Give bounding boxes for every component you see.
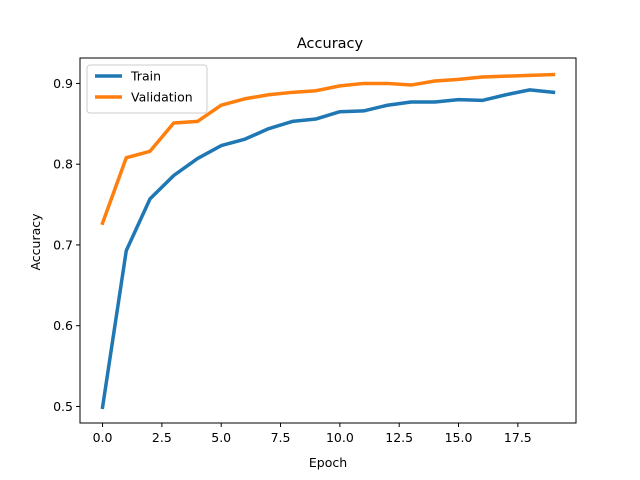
y-tick-label: 0.6: [53, 318, 73, 333]
x-tick-label: 7.5: [271, 430, 291, 445]
chart-title: Accuracy: [297, 36, 364, 52]
legend-label-train: Train: [130, 69, 161, 84]
y-tick-label: 0.9: [53, 76, 73, 91]
legend: Train Validation: [86, 64, 208, 114]
x-tick-label: 15.0: [445, 430, 473, 445]
x-tick-label: 17.5: [504, 430, 532, 445]
legend-label-validation: Validation: [131, 90, 193, 105]
y-tick-label: 0.8: [53, 157, 73, 172]
x-axis-ticks: 0.0 2.5 5.0 7.5 10.0 12.5 15.0 17.5: [93, 423, 532, 445]
y-tick-label: 0.5: [53, 399, 73, 414]
x-tick-label: 5.0: [211, 430, 231, 445]
x-tick-label: 10.0: [326, 430, 354, 445]
plot-frame: [79, 57, 577, 424]
y-axis-ticks: 0.5 0.6 0.7 0.8 0.9: [53, 76, 80, 414]
series-line-train: [100, 88, 556, 410]
y-axis-label: Accuracy: [28, 213, 43, 271]
x-tick-label: 2.5: [152, 430, 172, 445]
x-tick-label: 0.0: [93, 430, 113, 445]
x-axis-label: Epoch: [309, 455, 347, 470]
y-tick-label: 0.7: [53, 237, 73, 252]
x-tick-label: 12.5: [385, 430, 413, 445]
series-layer: [100, 72, 556, 410]
series-line-validation: [100, 72, 556, 226]
